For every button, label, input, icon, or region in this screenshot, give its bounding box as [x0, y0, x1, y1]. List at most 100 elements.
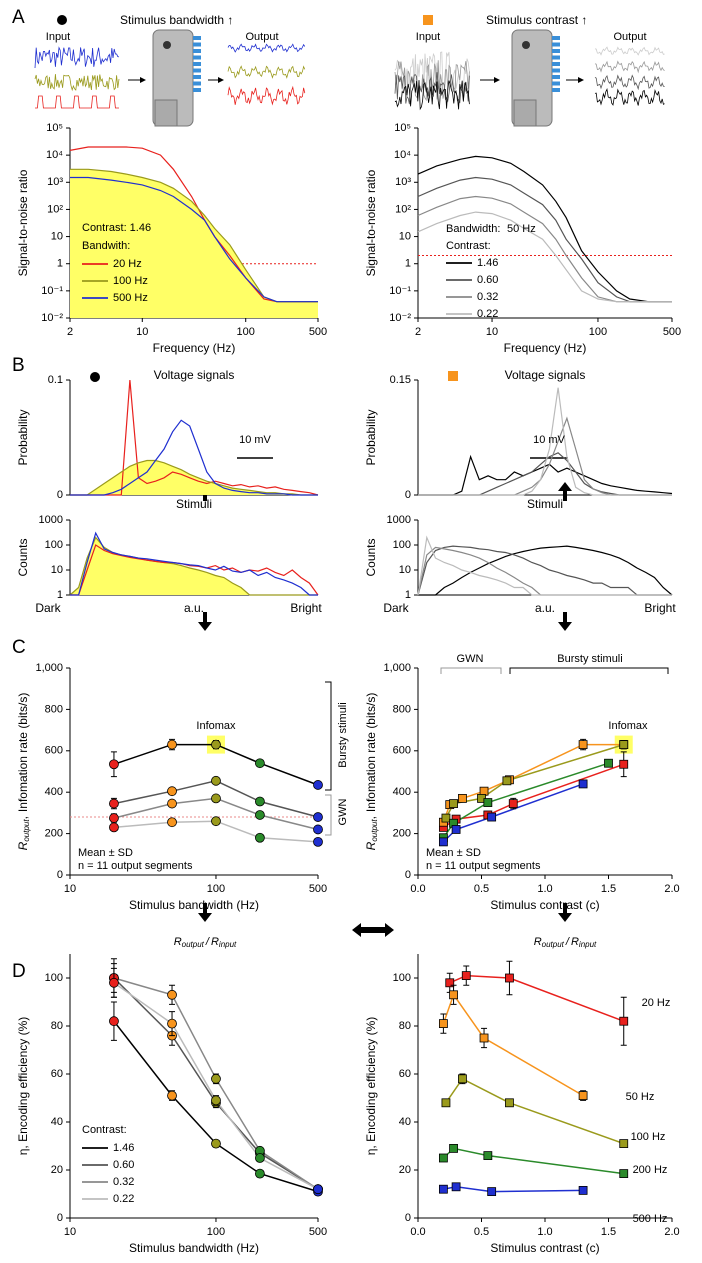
series-label: 500 Hz [633, 1213, 668, 1225]
series-line [445, 1077, 624, 1145]
chart-title: Voltage signals [154, 368, 235, 382]
x-tick-label: 0.5 [474, 883, 489, 895]
marker [502, 776, 512, 786]
panel-title: Stimulus bandwidth ↑ [120, 13, 233, 27]
schematic-trace [227, 65, 306, 79]
y-tick-label: 0 [57, 869, 63, 881]
microvillus [193, 75, 201, 79]
series-line [417, 155, 672, 303]
y-tick-label: 10 [51, 230, 63, 242]
y-tick-label: 1000 [39, 514, 63, 526]
bracket [440, 667, 502, 674]
x-tick-label: 2 [415, 326, 421, 338]
chart-title: Voltage signals [505, 368, 586, 382]
marker [461, 971, 471, 980]
marker [167, 1090, 177, 1101]
marker [451, 825, 461, 834]
marker [505, 1098, 514, 1108]
y-tick-label: 0.1 [48, 374, 63, 386]
marker [255, 810, 265, 820]
series-label: 50 Hz [626, 1091, 655, 1103]
schematic-trace [594, 87, 665, 106]
y-tick-label: 10² [47, 203, 63, 215]
legend-label: 0.22 [113, 1193, 134, 1205]
double-arrow [352, 923, 394, 937]
annotation: 50 Hz [507, 223, 536, 235]
annotation: Mean ± SD [426, 847, 481, 859]
y-tick-label: 100 [393, 539, 411, 551]
y-tick-label: 400 [45, 786, 63, 798]
ratio-label: Routput / Rinput Routput / Rinput [174, 936, 597, 949]
marker [487, 812, 497, 822]
marker [578, 1186, 588, 1195]
legend-label: 20 Hz [113, 258, 142, 270]
x-tick-label: 1.0 [537, 1226, 552, 1238]
y-tick-label: 1,000 [383, 662, 411, 674]
x-label: Dark [383, 601, 409, 615]
y-tick-label: 600 [45, 745, 63, 757]
y-tick-label: 10⁻¹ [389, 285, 411, 297]
series-line [70, 531, 318, 596]
series-line [70, 176, 318, 303]
series-line [417, 546, 672, 596]
annotation: 10 mV [239, 434, 271, 446]
ratio-text: Routput / Rinput [534, 936, 597, 949]
marker [619, 740, 629, 749]
bracket [325, 681, 332, 791]
y-tick-label: 10⁻¹ [41, 285, 63, 297]
y-tick-label: 10⁻² [389, 312, 411, 324]
y-title-text: η, Encoding efficiency (%) [16, 1017, 30, 1156]
legend-label: 0.32 [113, 1176, 134, 1188]
marker [458, 1074, 467, 1084]
y-axis-title: η, Encoding efficiency (%) [364, 1017, 378, 1156]
marker [458, 794, 467, 803]
microvillus [193, 68, 201, 73]
y-axis-title: Counts [16, 538, 30, 576]
marker [483, 798, 493, 807]
schematic-trace [594, 60, 665, 74]
marker [438, 1184, 448, 1194]
series-line [442, 993, 584, 1097]
photoreceptor-eye [163, 41, 171, 49]
microvillus [552, 62, 560, 66]
legend-label: 100 Hz [113, 275, 148, 287]
y-tick-label: 0 [405, 489, 411, 501]
y-tick-label: 0 [405, 1212, 411, 1224]
y-tick-label: 200 [393, 828, 411, 840]
x-tick-label: 100 [207, 883, 225, 895]
ratio-text: Routput / Rinput [174, 936, 237, 949]
marker [255, 1153, 265, 1163]
schematic-trace [394, 51, 470, 94]
marker [451, 1182, 461, 1192]
ratio-sep: / [205, 936, 210, 948]
y-tick-label: 10³ [395, 176, 411, 188]
y-tick-label: 10⁵ [394, 122, 411, 134]
flow-arrow [558, 612, 572, 631]
marker [619, 1169, 629, 1178]
marker [449, 990, 458, 1000]
marker [167, 817, 177, 828]
bandwidth-marker [57, 15, 67, 25]
y-tick-label: 1,000 [35, 662, 63, 674]
x-tick-label: 2 [67, 326, 73, 338]
y-tick-label: 10⁻² [41, 312, 63, 324]
microvillus [193, 62, 201, 66]
marker [211, 816, 221, 827]
y-tick-label: 100 [45, 972, 63, 984]
panel-title: Stimulus contrast ↑ [486, 13, 587, 27]
series-line [417, 176, 672, 303]
marker [109, 798, 119, 809]
annotation: Bandwidth: [446, 223, 500, 235]
contrast-marker [448, 371, 458, 381]
y-tick-label: 10 [399, 564, 411, 576]
marker [445, 978, 455, 988]
x-tick-label: 100 [589, 326, 607, 338]
marker [604, 758, 613, 768]
marker [211, 775, 221, 786]
schematic-trace [594, 74, 665, 91]
y-tick-label: 10² [395, 203, 411, 215]
x-tick-label: 10 [136, 326, 148, 338]
series-line [70, 459, 318, 496]
marker [167, 989, 177, 1000]
marker [619, 759, 629, 769]
